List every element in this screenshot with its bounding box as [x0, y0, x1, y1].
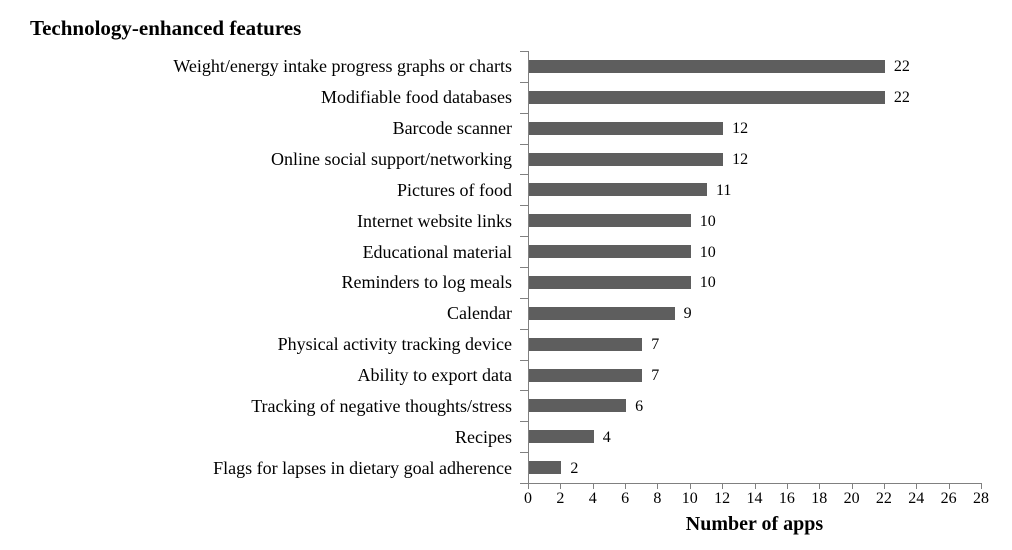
y-axis-tick [520, 359, 528, 361]
value-label: 10 [699, 212, 716, 230]
bar [529, 368, 643, 382]
category-label: Pictures of food [397, 179, 512, 200]
x-axis-tick [819, 483, 821, 489]
value-label: 12 [732, 151, 749, 168]
bar [529, 275, 691, 289]
x-tick-label: 28 [973, 490, 989, 507]
category-label: Flags for lapses in dietary goal adheren… [213, 457, 512, 478]
bar [529, 214, 691, 228]
x-tick-label: 24 [908, 490, 925, 507]
category-label: Calendar [447, 303, 512, 324]
x-tick-label: 4 [588, 490, 597, 507]
category-label: Online social support/networking [271, 149, 512, 169]
y-axis-tick [520, 51, 528, 52]
x-axis-tick [528, 483, 529, 489]
x-axis-tick [981, 483, 982, 489]
category-label: Educational material [362, 241, 512, 262]
x-tick-label: 14 [746, 490, 763, 507]
bar [529, 121, 724, 135]
bar [529, 90, 885, 104]
value-label: 10 [699, 274, 716, 292]
x-axis-tick [754, 483, 756, 489]
category-label: Internet website links [357, 210, 512, 231]
category-label: Physical activity tracking device [277, 334, 512, 355]
x-tick-label: 10 [681, 490, 698, 507]
x-tick-label: 16 [778, 490, 795, 507]
value-label: 11 [715, 181, 732, 199]
x-axis-tick [657, 483, 659, 489]
value-label: 9 [683, 305, 692, 323]
y-axis-tick [520, 390, 528, 392]
y-axis-tick [520, 267, 528, 268]
x-tick-label: 26 [940, 490, 957, 507]
value-label: 4 [602, 428, 611, 446]
x-axis-line [520, 483, 981, 484]
x-axis-tick [916, 483, 918, 489]
category-label: Ability to export data [357, 365, 512, 385]
bar [529, 399, 627, 413]
bar [529, 245, 691, 259]
y-axis-line [528, 51, 529, 483]
chart-title: Technology-enhanced features [30, 16, 302, 40]
value-label: 2 [570, 459, 579, 477]
bar [529, 430, 594, 444]
x-tick-label: 6 [621, 490, 630, 507]
x-axis-tick [883, 483, 885, 489]
x-axis-tick [722, 483, 724, 489]
bar [529, 306, 675, 320]
x-tick-label: 2 [556, 490, 565, 507]
bar [529, 59, 885, 73]
x-tick-label: 12 [714, 490, 731, 507]
x-tick-label: 22 [875, 490, 892, 507]
value-label: 7 [651, 367, 660, 384]
y-axis-tick [520, 81, 528, 83]
x-axis-tick [851, 483, 853, 489]
category-label: Recipes [455, 426, 512, 447]
x-axis-tick [592, 483, 594, 489]
x-axis-tick [948, 483, 950, 489]
value-label: 6 [635, 397, 644, 415]
bar [529, 152, 724, 166]
y-axis-tick [520, 236, 528, 238]
y-axis-tick [520, 112, 528, 114]
x-axis-tick [625, 483, 627, 489]
category-label: Modifiable food databases [321, 87, 512, 108]
y-axis-tick [520, 483, 528, 484]
bar [529, 183, 707, 197]
x-tick-label: 8 [653, 490, 662, 507]
category-label: Weight/energy intake progress graphs or … [173, 56, 512, 77]
bar [529, 461, 562, 475]
value-label: 22 [893, 58, 910, 76]
y-axis-tick [520, 421, 528, 423]
value-label: 22 [893, 89, 910, 107]
x-tick-label: 18 [811, 490, 828, 507]
value-label: 10 [699, 243, 716, 261]
y-axis-tick [520, 174, 528, 176]
value-label: 7 [651, 336, 660, 354]
y-axis-tick [520, 328, 528, 330]
x-tick-label: 0 [524, 490, 532, 507]
value-label: 12 [732, 120, 749, 138]
y-axis-tick [520, 452, 528, 454]
x-axis-tick [786, 483, 788, 489]
x-axis-tick [560, 483, 562, 489]
x-axis-title: Number of apps [685, 513, 824, 535]
category-label: Barcode scanner [392, 118, 512, 139]
category-label: Reminders to log meals [341, 272, 512, 293]
x-axis-tick [689, 483, 691, 489]
x-tick-label: 20 [843, 490, 860, 507]
category-label: Tracking of negative thoughts/stress [251, 395, 512, 416]
y-axis-tick [520, 297, 528, 299]
y-axis-tick [520, 205, 528, 207]
y-axis-tick [520, 143, 528, 145]
bar [529, 337, 643, 351]
